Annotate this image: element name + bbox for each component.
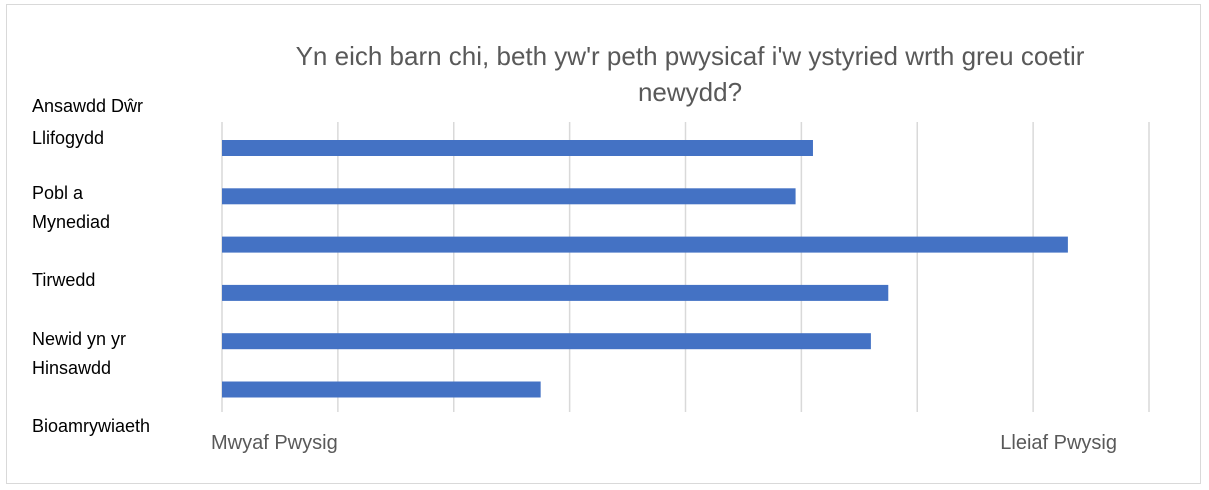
bar [222, 236, 1068, 253]
x-axis-end-label: Lleiaf Pwysig [1000, 432, 1117, 454]
x-axis-start-label: Mwyaf Pwysig [211, 432, 338, 454]
bar [222, 381, 541, 398]
chart-title-line-2: newydd? [637, 77, 743, 107]
category-label-pobl-a-mynediad-line-1: Pobl a [32, 183, 84, 203]
bar [222, 333, 871, 350]
category-label-newid-yn-yr-hinsawdd-line-2: Hinsawdd [32, 358, 112, 378]
chart-title-line-1: Yn eich barn chi, beth yw'r peth pwysica… [295, 41, 1085, 71]
category-label-ansawdd-dwr: Ansawdd Dŵr [32, 96, 144, 116]
category-label-newid-yn-yr-hinsawdd-line-1: Newid yn yr [32, 329, 127, 349]
bar [222, 140, 813, 156]
bar [222, 284, 889, 301]
bar [222, 188, 796, 205]
category-label-llifogydd: Llifogydd [32, 128, 105, 148]
category-label-pobl-a-mynediad-line-2: Mynediad [32, 212, 111, 232]
category-label-tirwedd: Tirwedd [32, 270, 96, 290]
category-label-bioamrywiaeth: Bioamrywiaeth [32, 416, 151, 436]
